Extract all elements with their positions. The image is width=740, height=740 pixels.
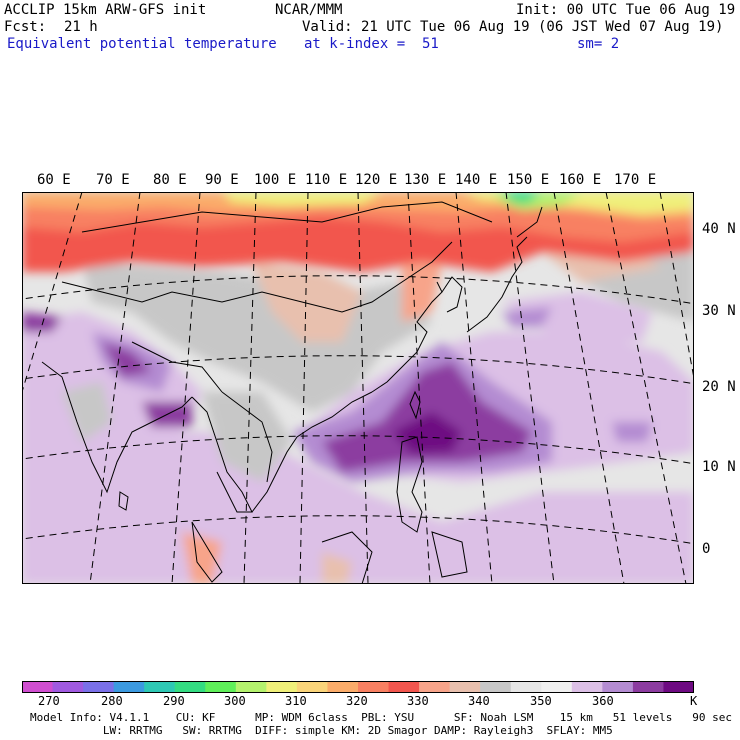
lon-label: 170 E	[614, 172, 657, 188]
lat-label: 20 N	[702, 379, 736, 395]
lat-label: 10 N	[702, 459, 736, 475]
colorbar-frame	[22, 681, 694, 693]
smoothing-info: sm= 2	[577, 36, 620, 52]
model-title: ACCLIP 15km ARW-GFS init	[4, 2, 207, 18]
colorbar-unit: K	[690, 694, 698, 708]
colorbar-label: 310	[285, 694, 307, 708]
colorbar-label: 340	[468, 694, 490, 708]
lat-label: 0	[702, 541, 711, 557]
colorbar-swatch	[510, 681, 542, 693]
coastlines	[41, 201, 543, 584]
colorbar-swatch	[663, 681, 694, 693]
colorbar-swatch	[174, 681, 206, 693]
colorbar-swatch	[83, 681, 115, 693]
colorbar-label: 300	[224, 694, 246, 708]
lat-label: 30 N	[702, 303, 736, 319]
colorbar-swatch	[602, 681, 634, 693]
shaded-field	[22, 192, 694, 584]
colorbar-swatch	[571, 681, 603, 693]
lon-label: 70 E	[96, 172, 130, 188]
lon-label: 100 E	[254, 172, 297, 188]
colorbar-label: 360	[592, 694, 614, 708]
lat-label: 40 N	[702, 221, 736, 237]
colorbar-swatch	[235, 681, 267, 693]
colorbar-label: 320	[346, 694, 368, 708]
colorbar-swatch	[632, 681, 664, 693]
colorbar-swatch	[113, 681, 145, 693]
model-info-line2: LW: RRTMG SW: RRTMG DIFF: simple KM: 2D …	[30, 724, 613, 737]
lon-label: 160 E	[559, 172, 602, 188]
colorbar-swatch	[296, 681, 328, 693]
colorbar-label: 270	[38, 694, 60, 708]
colorbar-label: 330	[407, 694, 429, 708]
lon-label: 150 E	[507, 172, 550, 188]
colorbar-swatch	[52, 681, 84, 693]
colorbar-swatch	[266, 681, 298, 693]
colorbar	[22, 681, 694, 693]
level-info: at k-index = 51	[304, 36, 439, 52]
colorbar-swatch	[449, 681, 481, 693]
lon-label: 80 E	[153, 172, 187, 188]
colorbar-label: 280	[101, 694, 123, 708]
colorbar-swatch	[541, 681, 573, 693]
map-frame	[22, 192, 694, 584]
colorbar-swatch	[327, 681, 359, 693]
colorbar-swatch	[388, 681, 420, 693]
colorbar-swatch	[205, 681, 237, 693]
colorbar-label: 350	[530, 694, 552, 708]
lon-label: 140 E	[455, 172, 498, 188]
forecast-label: Fcst:	[4, 19, 47, 35]
init-time: Init: 00 UTC Tue 06 Aug 19	[516, 2, 736, 18]
colorbar-label: 290	[163, 694, 185, 708]
lon-label: 130 E	[404, 172, 447, 188]
lon-label: 60 E	[37, 172, 71, 188]
graticule	[22, 192, 694, 584]
lon-label: 120 E	[355, 172, 398, 188]
colorbar-swatch	[419, 681, 451, 693]
theta-e-map	[22, 192, 694, 584]
colorbar-swatch	[480, 681, 512, 693]
organization: NCAR/MMM	[275, 2, 343, 18]
lon-label: 90 E	[205, 172, 239, 188]
colorbar-swatch	[358, 681, 390, 693]
colorbar-swatch	[144, 681, 176, 693]
forecast-hour: 21 h	[64, 19, 98, 35]
model-info-line1: Model Info: V4.1.1 CU: KF MP: WDM 6class…	[30, 711, 732, 724]
valid-time: Valid: 21 UTC Tue 06 Aug 19 (06 JST Wed …	[302, 19, 724, 35]
colorbar-swatch	[22, 681, 54, 693]
lon-label: 110 E	[305, 172, 348, 188]
field-name: Equivalent potential temperature	[7, 36, 277, 52]
